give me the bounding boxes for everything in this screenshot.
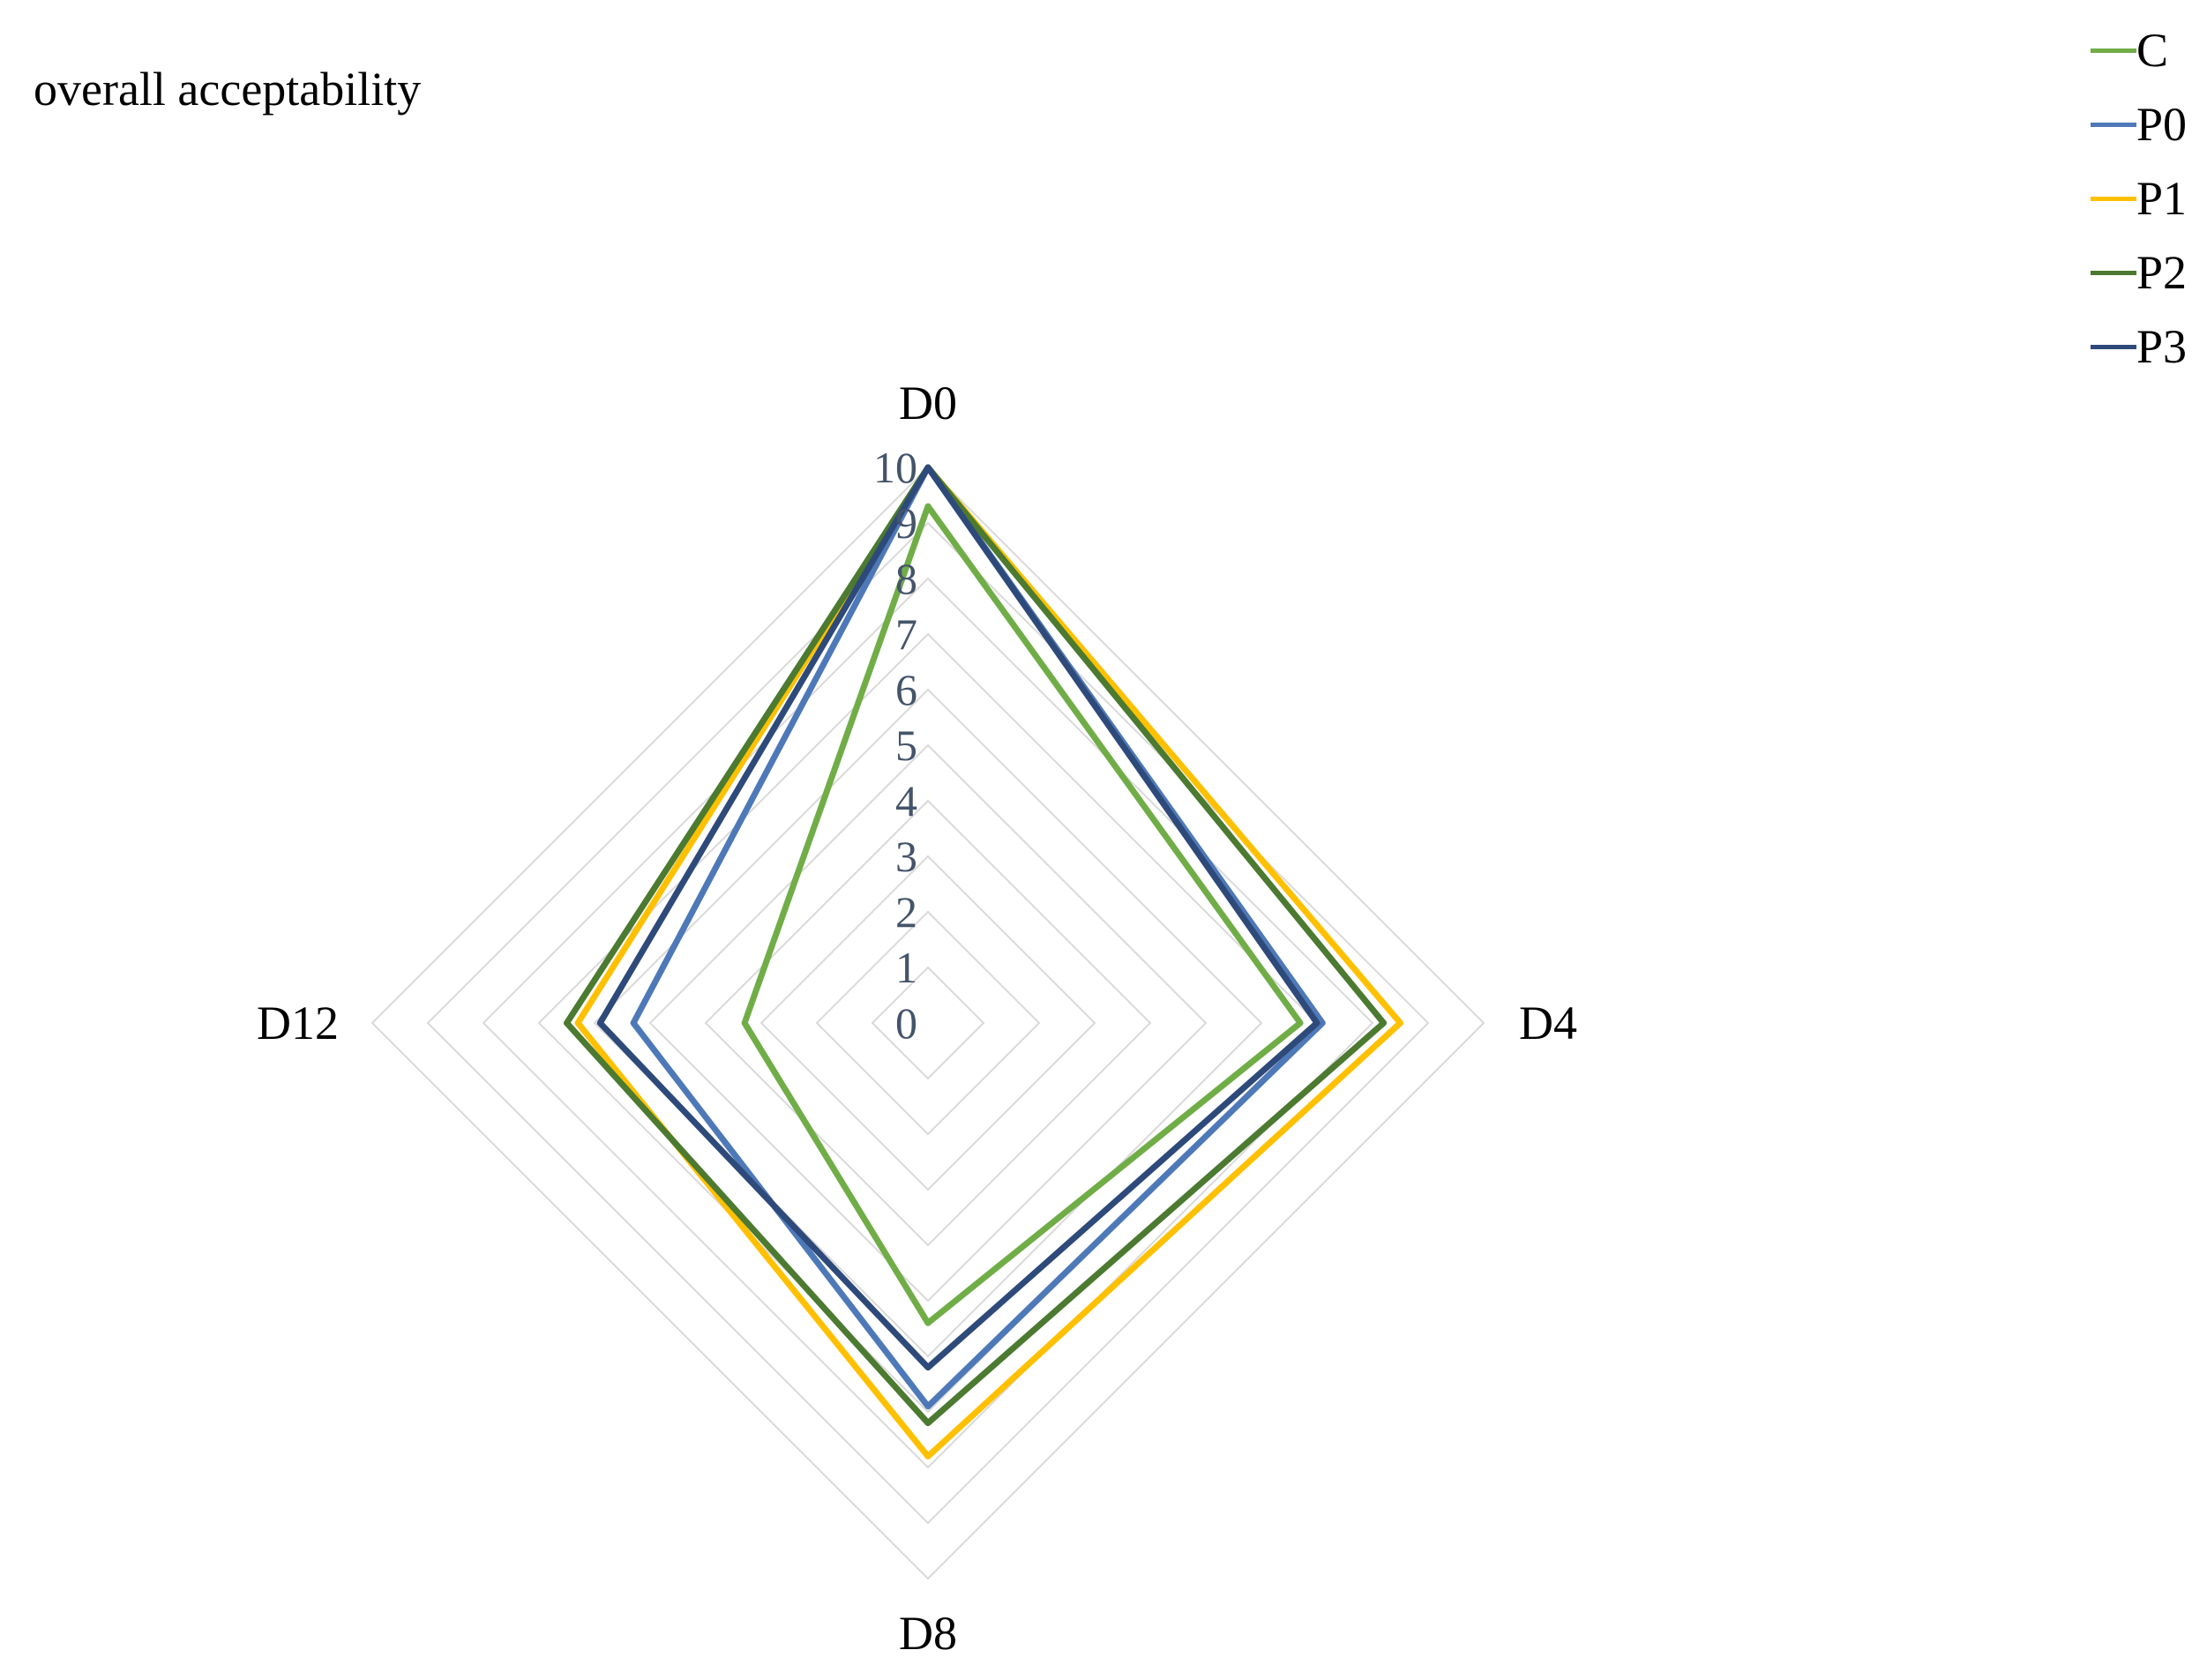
axis-label-d8: D8 <box>899 1607 957 1660</box>
legend-label-p0: P0 <box>2136 98 2188 151</box>
legend-item-c[interactable]: C <box>2091 22 2201 96</box>
legend-swatch-p0 <box>2091 123 2136 127</box>
series-c-line <box>741 503 1304 1326</box>
gridline-1 <box>871 966 985 1080</box>
tick-label-0: 0 <box>895 998 917 1048</box>
tick-label-3: 3 <box>895 832 917 881</box>
gridline-3 <box>759 855 1096 1191</box>
axis-label-d12: D12 <box>257 997 339 1049</box>
gridline-7 <box>537 632 1319 1414</box>
legend-swatch-p1 <box>2091 197 2136 201</box>
legend-item-p3[interactable]: P3 <box>2091 318 2201 392</box>
gridline-5 <box>648 743 1208 1303</box>
tick-label-9: 9 <box>895 498 917 548</box>
axis-label-d0: D0 <box>899 377 957 429</box>
legend-label-p1: P1 <box>2136 172 2188 225</box>
series-layer <box>564 464 1403 1460</box>
gridline-4 <box>704 799 1152 1247</box>
series-p2-line <box>564 464 1388 1427</box>
tick-label-2: 2 <box>895 887 917 937</box>
tick-label-10: 10 <box>873 443 917 492</box>
gridline-2 <box>815 910 1041 1136</box>
legend-swatch-p3 <box>2091 345 2136 349</box>
gridline-8 <box>482 577 1374 1469</box>
tick-label-5: 5 <box>895 721 917 770</box>
legend-swatch-c <box>2091 49 2136 53</box>
legend: C P0 P1 P2 P3 <box>2091 22 2201 392</box>
legend-item-p1[interactable]: P1 <box>2091 170 2201 244</box>
axis-label-d4: D4 <box>1519 997 1577 1049</box>
legend-label-p2: P2 <box>2136 246 2188 299</box>
legend-item-p0[interactable]: P0 <box>2091 96 2201 170</box>
legend-label-c: C <box>2136 24 2169 77</box>
legend-item-p2[interactable]: P2 <box>2091 244 2201 318</box>
tick-label-8: 8 <box>895 554 917 603</box>
gridline-10 <box>370 466 1485 1580</box>
axis-label-layer: D0 D4 D8 D12 <box>257 377 1577 1660</box>
tick-layer: 0 1 2 3 4 5 6 7 8 9 10 <box>873 443 917 1048</box>
tick-label-1: 1 <box>895 943 917 992</box>
grid-layer <box>370 466 1485 1580</box>
legend-label-p3: P3 <box>2136 320 2188 373</box>
series-p3-line <box>596 464 1320 1371</box>
series-p1-line <box>574 464 1403 1460</box>
chart-title: overall acceptability <box>34 63 422 116</box>
tick-label-6: 6 <box>895 665 917 714</box>
gridline-6 <box>593 688 1263 1358</box>
tick-label-7: 7 <box>895 609 917 659</box>
legend-swatch-p2 <box>2091 271 2136 275</box>
tick-label-4: 4 <box>895 776 917 825</box>
